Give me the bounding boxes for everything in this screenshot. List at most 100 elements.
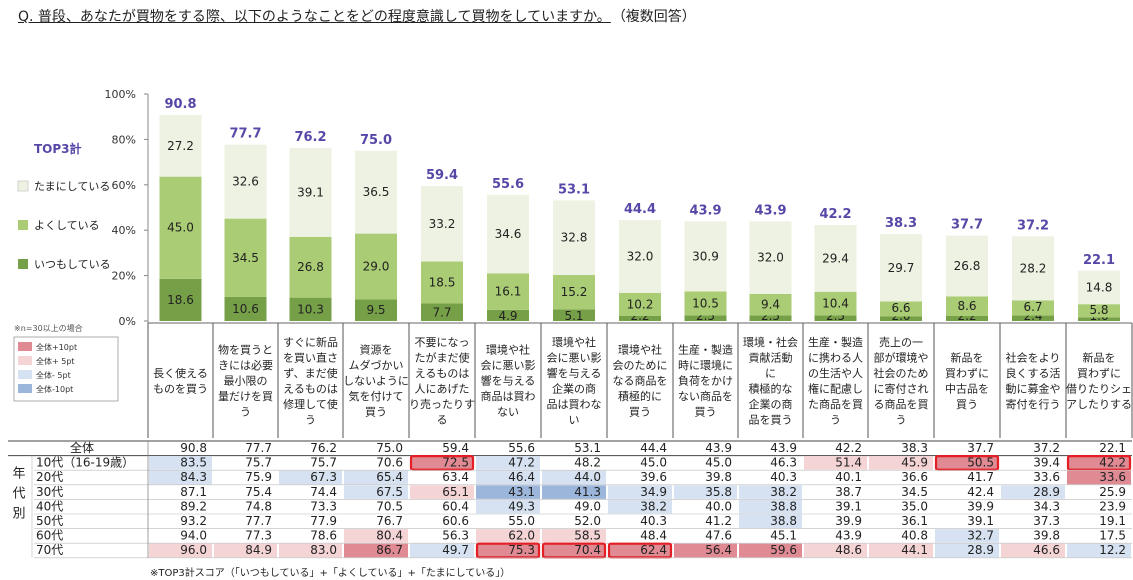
table-cell: 77.7 — [245, 441, 272, 455]
table-cell: 60.4 — [442, 499, 469, 513]
bar-value-label: 10.4 — [822, 297, 849, 311]
table-cell-bg — [542, 529, 606, 543]
category-label: 資源をムダづかいしないように気を付けて買う — [343, 343, 409, 419]
table-cell: 80.4 — [376, 529, 403, 543]
total-value-label: 38.3 — [885, 216, 917, 231]
bar-segment-itsumo — [880, 316, 922, 321]
table-cell: 19.1 — [1099, 514, 1126, 528]
table-cell: 33.6 — [1099, 470, 1126, 484]
table-cell: 38.3 — [901, 441, 928, 455]
bar-value-label: 26.8 — [297, 260, 324, 274]
bar-segment-itsumo — [814, 315, 857, 321]
table-cell: 36.1 — [901, 514, 928, 528]
category-label: すぐに新品を買い直さず、まだ使えるものは修理して使う — [283, 335, 338, 427]
table-cell: 48.2 — [574, 456, 601, 470]
table-cell: 36.6 — [901, 470, 928, 484]
table-cell: 43.9 — [705, 441, 732, 455]
table-cell: 39.8 — [1033, 529, 1060, 543]
highlight-box — [541, 542, 607, 559]
table-cell-bg — [674, 543, 737, 558]
row-label: 20代 — [36, 470, 63, 484]
table-cell-bg — [476, 470, 540, 485]
bar-segment-itsumo — [289, 297, 332, 321]
legend-swatch — [17, 180, 29, 192]
bar-segment-itsumo — [749, 315, 792, 321]
table-cell: 75.7 — [245, 456, 272, 470]
table-cell: 63.4 — [442, 470, 469, 484]
table-cell-bg — [149, 456, 212, 470]
table-cell-bg — [869, 543, 933, 558]
legend-swatch — [18, 259, 28, 269]
table-cell: 43.9 — [770, 441, 797, 455]
diff-legend-label: 全体- 5pt — [36, 370, 71, 380]
diff-legend-label: 全体-10pt — [36, 384, 73, 394]
table-cell-bg — [1001, 543, 1065, 558]
table-cell: 67.3 — [310, 470, 337, 484]
table-cell: 77.9 — [310, 514, 337, 528]
table-cell: 37.7 — [967, 441, 994, 455]
table-cell: 12.2 — [1099, 543, 1126, 557]
row-label: 60代 — [36, 529, 63, 543]
diff-legend-swatch — [18, 356, 32, 365]
table-cell: 75.9 — [245, 470, 272, 484]
bar-value-label: 6.7 — [1023, 300, 1042, 314]
bar-segment-yoku — [421, 261, 463, 304]
table-cell: 48.4 — [640, 529, 667, 543]
bar-value-label: 32.0 — [757, 251, 784, 265]
table-cell: 46.4 — [508, 470, 535, 484]
category-label: 不要になったがまだ使えるものは人にあげたり売ったりする — [409, 336, 475, 427]
bar-segment-itsumo — [684, 315, 727, 321]
table-cell-bg — [542, 470, 606, 485]
y-tick-label: 20% — [112, 270, 136, 283]
bar-value-label: 18.6 — [167, 293, 194, 307]
table-cell: 34.5 — [901, 485, 928, 499]
table-cell: 74.4 — [310, 485, 337, 499]
table-cell: 55.0 — [508, 514, 535, 528]
table-cell-bg — [739, 543, 802, 558]
bar-segment-tamani — [1078, 270, 1120, 305]
table-cell: 70.6 — [376, 456, 403, 470]
table-cell-bg — [279, 543, 342, 558]
table-cell: 56.3 — [442, 529, 469, 543]
table-cell: 53.1 — [574, 441, 601, 455]
bottom-note: ※TOP3計スコア（「いつもしている」+「よくしている」+「たまにしている」） — [150, 568, 511, 579]
bar-segment-tamani — [159, 114, 202, 177]
table-cell-bg — [804, 456, 867, 470]
bar-segment-yoku — [224, 218, 267, 297]
table-cell-bg — [739, 499, 802, 514]
bar-segment-yoku — [1078, 304, 1120, 318]
total-value-label: 53.1 — [558, 182, 590, 197]
bar-value-label: 32.6 — [232, 175, 259, 189]
table-cell: 38.8 — [770, 499, 797, 513]
bar-value-label: 8.6 — [957, 299, 976, 313]
table-cell: 72.5 — [442, 456, 469, 470]
category-label: 生産・製造に携わる人の生活や人権に配慮した商品を買う — [808, 335, 863, 427]
table-cell: 42.4 — [967, 485, 994, 499]
table-cell: 38.2 — [770, 485, 797, 499]
bar-segment-yoku — [159, 176, 202, 279]
bar-value-label: 27.2 — [167, 139, 194, 153]
bar-segment-tamani — [421, 186, 463, 262]
table-cell: 70.4 — [574, 543, 601, 557]
bar-segment-itsumo — [1078, 317, 1120, 321]
bar-segment-itsumo — [159, 278, 202, 321]
table-cell: 73.3 — [310, 499, 337, 513]
table-cell: 40.8 — [901, 529, 928, 543]
category-label: 新品を買わずに中古品を買う — [945, 350, 989, 411]
table-cell: 45.9 — [901, 456, 928, 470]
legend-label: いつもしている — [34, 258, 111, 271]
bar-value-label: 45.0 — [167, 221, 194, 235]
table-cell: 44.1 — [901, 543, 928, 557]
table-cell: 59.4 — [442, 441, 469, 455]
total-label: TOP3計 — [34, 141, 82, 156]
bar-value-label: 10.5 — [692, 296, 719, 310]
table-cell: 84.9 — [245, 543, 272, 557]
table-cell: 89.2 — [180, 499, 207, 513]
table-cell: 62.4 — [640, 543, 667, 557]
table-cell: 58.5 — [574, 529, 601, 543]
bar-segment-yoku — [289, 236, 332, 298]
table-cell: 77.7 — [245, 514, 272, 528]
bar-segment-tamani — [684, 221, 727, 292]
table-cell: 48.6 — [835, 543, 862, 557]
table-cell: 46.6 — [1033, 543, 1060, 557]
